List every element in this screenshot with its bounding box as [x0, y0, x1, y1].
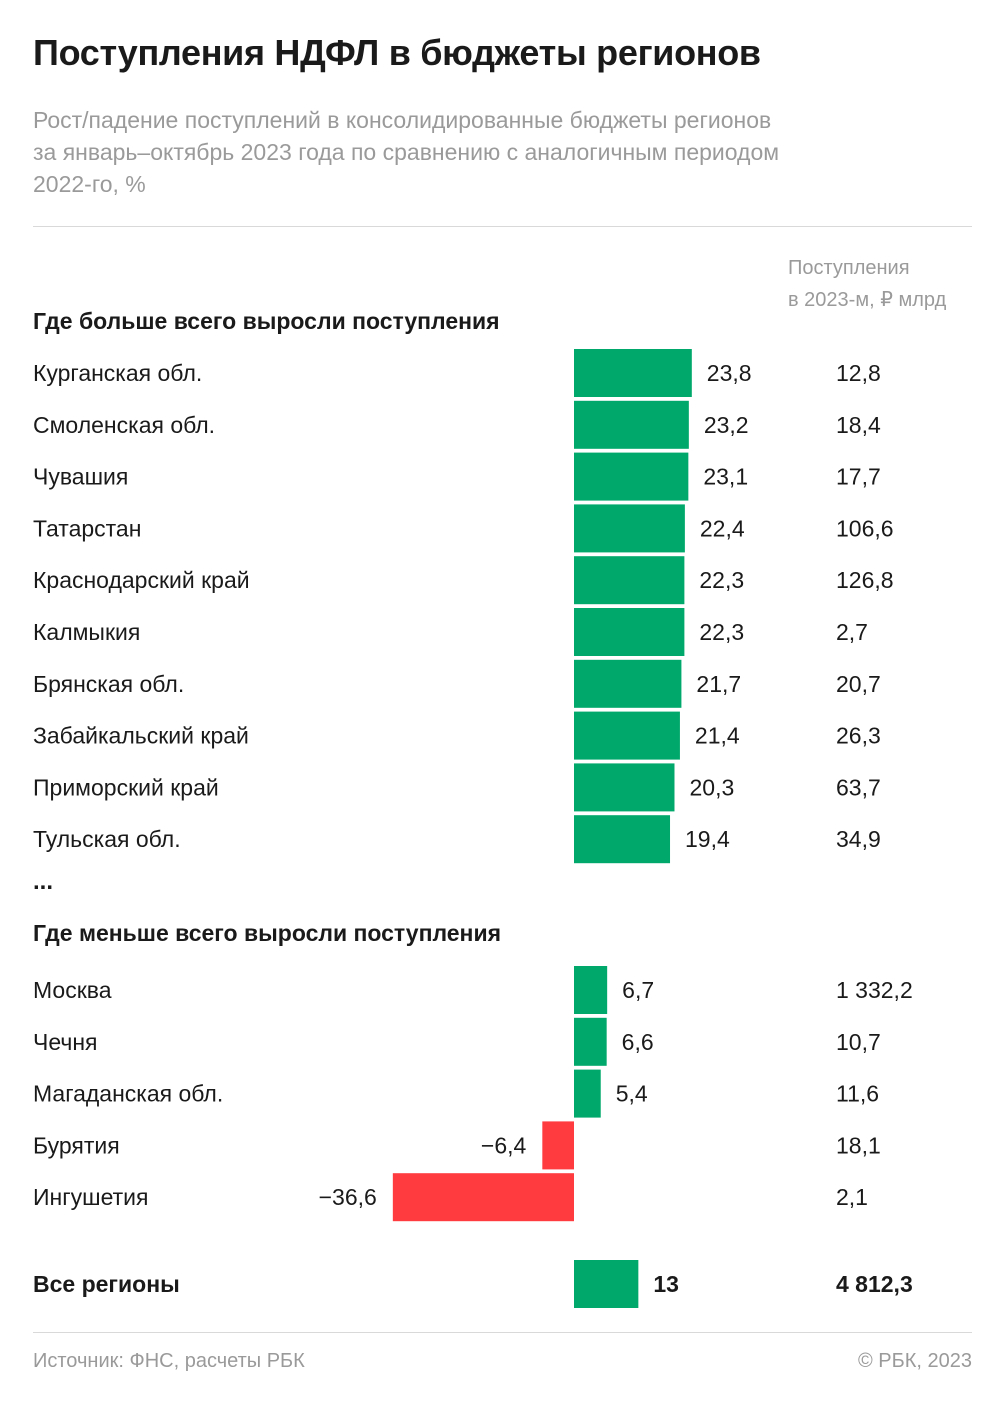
- region-label: Забайкальский край: [33, 723, 249, 749]
- bar-value-label: 21,4: [695, 723, 740, 749]
- region-label: Тульская обл.: [33, 826, 181, 852]
- bar-positive: [574, 966, 608, 1014]
- subtitle-line: 2022-го, %: [33, 171, 146, 197]
- revenue-column-header-line: Поступления: [788, 257, 910, 279]
- bar-positive: [574, 608, 685, 656]
- chart-title: Поступления НДФЛ в бюджеты регионов: [33, 32, 761, 73]
- bar-positive: [574, 711, 680, 760]
- section-ellipsis: ...: [33, 868, 54, 895]
- revenue-value: 26,3: [836, 723, 881, 749]
- region-label: Магаданская обл.: [33, 1081, 223, 1107]
- bar-value-label: 21,7: [696, 671, 741, 697]
- bar-positive: [574, 349, 692, 397]
- revenue-value: 20,7: [836, 671, 881, 697]
- bar-value-label: 13: [653, 1271, 679, 1297]
- revenue-value: 10,7: [836, 1029, 881, 1055]
- bar-value-label: −36,6: [319, 1184, 377, 1210]
- region-label: Курганская обл.: [33, 360, 202, 386]
- bar-positive: [574, 1260, 639, 1308]
- region-label: Чувашия: [33, 464, 128, 490]
- region-label: Татарстан: [33, 515, 141, 541]
- source-note: Источник: ФНС, расчеты РБК: [33, 1350, 305, 1372]
- total-label: Все регионы: [33, 1271, 180, 1297]
- bar-value-label: 22,3: [699, 619, 744, 645]
- revenue-column-header: Поступления в 2023-м, ₽ млрд: [788, 252, 946, 316]
- bar-value-label: 6,7: [622, 977, 654, 1003]
- bar-value-label: 23,2: [704, 412, 749, 438]
- bar-value-label: 20,3: [689, 774, 734, 800]
- subtitle-line: за январь–октябрь 2023 года по сравнению…: [33, 139, 780, 165]
- bar-positive: [574, 452, 689, 501]
- bar-positive: [574, 1069, 601, 1118]
- revenue-value: 1 332,2: [836, 977, 913, 1003]
- bar-value-label: 6,6: [622, 1029, 654, 1055]
- bar-positive: [574, 556, 685, 605]
- region-label: Смоленская обл.: [33, 412, 215, 438]
- section-heading-top: Где больше всего выросли поступления: [33, 308, 500, 334]
- chart-subtitle: Рост/падение поступлений в консолидирова…: [33, 104, 953, 200]
- bar-positive: [574, 815, 671, 864]
- region-label: Бурятия: [33, 1132, 120, 1158]
- revenue-value: 18,4: [836, 412, 881, 438]
- revenue-value: 11,6: [836, 1081, 879, 1107]
- region-label: Краснодарский край: [33, 567, 250, 593]
- revenue-value: 63,7: [836, 774, 881, 800]
- revenue-column-header-line: в 2023-м, ₽ млрд: [788, 289, 947, 311]
- region-label: Брянская обл.: [33, 671, 184, 697]
- bar-value-label: 19,4: [685, 826, 730, 852]
- bar-value-label: 23,8: [707, 360, 752, 386]
- revenue-value: 34,9: [836, 826, 881, 852]
- revenue-value: 17,7: [836, 464, 881, 490]
- bar-value-label: 22,3: [699, 567, 744, 593]
- revenue-value: 126,8: [836, 567, 894, 593]
- bar-positive: [574, 504, 685, 553]
- subtitle-line: Рост/падение поступлений в консолидирова…: [33, 107, 772, 133]
- bar-value-label: 23,1: [703, 464, 748, 490]
- region-label: Ингушетия: [33, 1184, 148, 1210]
- bar-positive: [574, 1017, 607, 1066]
- region-label: Москва: [33, 977, 112, 1003]
- bar-negative: [392, 1173, 574, 1222]
- revenue-value: 2,7: [836, 619, 868, 645]
- bar-negative: [542, 1121, 574, 1170]
- bar-positive: [574, 763, 675, 812]
- region-label: Приморский край: [33, 774, 219, 800]
- bar-value-label: 22,4: [700, 515, 745, 541]
- revenue-value: 18,1: [836, 1132, 881, 1158]
- region-label: Калмыкия: [33, 619, 140, 645]
- revenue-value: 4 812,3: [836, 1271, 913, 1297]
- bar-positive: [574, 659, 682, 708]
- section-heading-bottom: Где меньше всего выросли поступления: [33, 920, 502, 946]
- bottom-divider: [33, 1332, 972, 1333]
- bar-positive: [574, 400, 689, 449]
- bar-value-label: −6,4: [481, 1132, 527, 1158]
- revenue-value: 2,1: [836, 1184, 868, 1210]
- region-label: Чечня: [33, 1029, 98, 1055]
- copyright: © РБК, 2023: [857, 1350, 972, 1372]
- bar-value-label: 5,4: [616, 1081, 648, 1107]
- revenue-value: 12,8: [836, 360, 881, 386]
- revenue-value: 106,6: [836, 515, 894, 541]
- top-divider: [33, 226, 972, 227]
